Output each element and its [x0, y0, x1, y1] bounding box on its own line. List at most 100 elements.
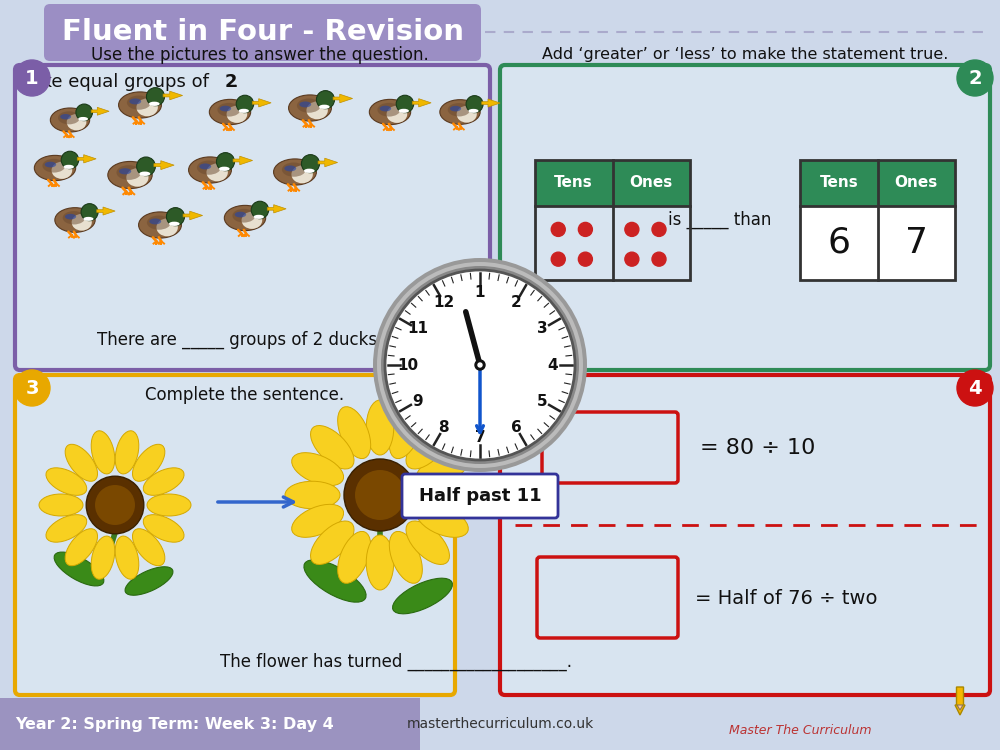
Text: Tens: Tens	[819, 176, 858, 190]
Ellipse shape	[115, 430, 139, 474]
Ellipse shape	[50, 108, 90, 132]
Ellipse shape	[91, 430, 115, 474]
Ellipse shape	[143, 514, 184, 542]
Ellipse shape	[304, 169, 315, 173]
Text: 2: 2	[968, 68, 982, 88]
Circle shape	[81, 204, 98, 220]
Ellipse shape	[136, 98, 158, 116]
Ellipse shape	[282, 163, 306, 177]
Text: 1: 1	[475, 285, 485, 300]
Ellipse shape	[304, 560, 366, 602]
Circle shape	[316, 91, 335, 109]
Ellipse shape	[46, 514, 87, 542]
Text: The flower has turned ___________________.: The flower has turned __________________…	[220, 652, 572, 671]
Bar	[800, 160, 955, 206]
Ellipse shape	[72, 214, 92, 231]
Ellipse shape	[217, 103, 240, 116]
Ellipse shape	[284, 166, 296, 172]
Circle shape	[578, 252, 592, 266]
Text: 8: 8	[439, 420, 449, 435]
Ellipse shape	[450, 106, 461, 112]
Circle shape	[625, 223, 639, 236]
Circle shape	[344, 459, 416, 531]
Ellipse shape	[65, 444, 98, 482]
Ellipse shape	[299, 101, 311, 107]
Ellipse shape	[377, 103, 400, 116]
Text: 6: 6	[827, 226, 850, 260]
Text: Add ‘greater’ or ‘less’ to make the statement true.: Add ‘greater’ or ‘less’ to make the stat…	[542, 47, 948, 62]
Ellipse shape	[380, 106, 391, 112]
Ellipse shape	[132, 444, 165, 482]
Ellipse shape	[39, 494, 83, 516]
Circle shape	[76, 104, 92, 121]
Ellipse shape	[416, 504, 468, 537]
Ellipse shape	[297, 98, 321, 112]
FancyArrow shape	[91, 107, 109, 116]
Ellipse shape	[416, 453, 468, 486]
Ellipse shape	[199, 164, 211, 170]
Text: Tens: Tens	[554, 176, 593, 190]
Ellipse shape	[406, 521, 449, 565]
Circle shape	[216, 153, 235, 171]
Circle shape	[551, 223, 565, 236]
Text: 12: 12	[433, 295, 455, 310]
FancyBboxPatch shape	[500, 65, 990, 370]
Ellipse shape	[306, 101, 328, 119]
Circle shape	[61, 152, 79, 169]
Polygon shape	[957, 705, 963, 710]
Ellipse shape	[139, 172, 150, 176]
Circle shape	[301, 154, 320, 172]
Bar	[535, 160, 690, 206]
FancyArrow shape	[252, 99, 271, 107]
Circle shape	[377, 262, 583, 468]
Circle shape	[14, 60, 50, 96]
FancyBboxPatch shape	[500, 375, 990, 695]
Ellipse shape	[139, 212, 181, 238]
Ellipse shape	[78, 117, 88, 121]
Ellipse shape	[55, 208, 95, 232]
FancyArrow shape	[183, 211, 203, 220]
Ellipse shape	[126, 168, 148, 187]
Text: Fluent in Four - Revision: Fluent in Four - Revision	[62, 18, 464, 46]
Ellipse shape	[338, 532, 371, 584]
Ellipse shape	[45, 162, 56, 167]
Ellipse shape	[64, 165, 74, 169]
FancyArrow shape	[482, 99, 500, 107]
Ellipse shape	[46, 468, 87, 495]
Ellipse shape	[406, 425, 449, 469]
FancyArrow shape	[267, 205, 286, 213]
Ellipse shape	[274, 159, 316, 185]
Ellipse shape	[232, 209, 255, 223]
Text: 1: 1	[25, 68, 39, 88]
Circle shape	[95, 485, 135, 525]
Circle shape	[355, 470, 405, 520]
Ellipse shape	[389, 532, 422, 584]
FancyBboxPatch shape	[15, 65, 490, 370]
Ellipse shape	[65, 214, 76, 220]
Circle shape	[957, 60, 993, 96]
Ellipse shape	[60, 114, 71, 119]
Ellipse shape	[366, 400, 394, 455]
Text: 4: 4	[547, 358, 558, 373]
Ellipse shape	[63, 211, 85, 224]
Text: .: .	[232, 73, 238, 91]
Text: 2: 2	[511, 295, 521, 310]
Ellipse shape	[197, 160, 221, 175]
Ellipse shape	[440, 100, 480, 124]
Ellipse shape	[239, 109, 249, 113]
FancyBboxPatch shape	[15, 375, 455, 695]
Ellipse shape	[393, 578, 452, 614]
Ellipse shape	[169, 222, 180, 226]
Bar	[535, 206, 690, 280]
Ellipse shape	[399, 109, 409, 113]
Ellipse shape	[366, 535, 394, 590]
Circle shape	[466, 96, 483, 112]
Circle shape	[652, 223, 666, 236]
Bar	[800, 206, 955, 280]
Circle shape	[381, 266, 579, 464]
FancyArrow shape	[77, 154, 96, 163]
Ellipse shape	[54, 552, 104, 586]
FancyArrow shape	[955, 687, 965, 715]
Circle shape	[166, 208, 185, 226]
Ellipse shape	[209, 99, 251, 124]
